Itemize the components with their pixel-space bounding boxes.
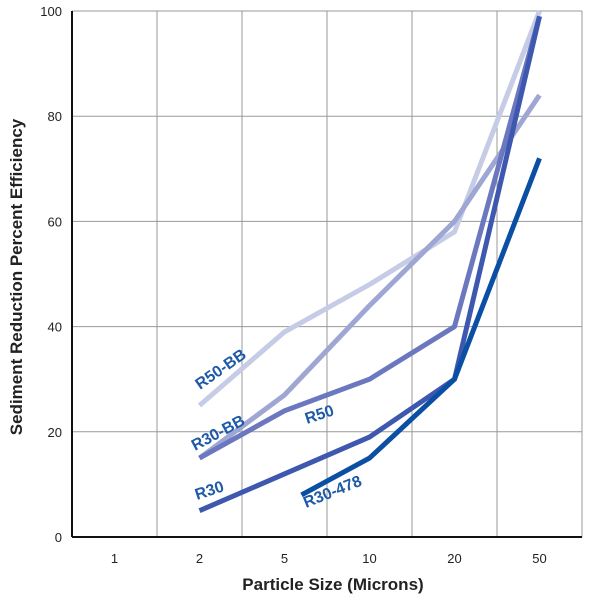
x-tick-label: 20 [447,551,461,566]
y-tick-label: 40 [48,320,62,335]
y-tick-label: 20 [48,425,62,440]
series-lines [197,10,542,513]
series-line-r30-478 [300,157,542,498]
series-line-r30 [198,15,542,513]
x-tick-label: 10 [362,551,376,566]
y-axis-label: Sediment Reduction Percent Efficiency [7,118,26,435]
y-tick-labels: 0 20 40 60 80 100 [40,4,62,545]
x-tick-labels: 1 2 5 10 20 50 [111,551,547,566]
y-tick-label: 0 [55,530,62,545]
series-line-r50-bb [197,10,542,408]
series-line-r50 [198,15,542,461]
y-tick-label: 100 [40,4,62,19]
x-tick-label: 5 [281,551,288,566]
series-label-r50: R50 [303,403,336,428]
series-line-r30-bb [198,93,542,461]
x-axis-label: Particle Size (Microns) [242,575,423,594]
x-tick-label: 1 [111,551,118,566]
x-tick-label: 2 [196,551,203,566]
y-tick-label: 80 [48,109,62,124]
y-tick-label: 60 [48,214,62,229]
x-tick-label: 50 [532,551,546,566]
